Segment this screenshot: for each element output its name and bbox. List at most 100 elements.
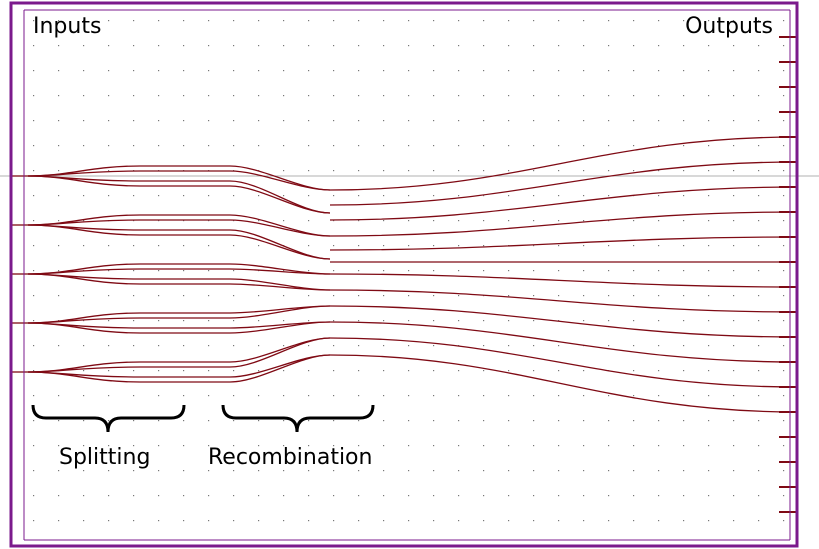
grid-dot [508, 120, 510, 122]
grid-dot [83, 445, 85, 447]
grid-dot [333, 170, 335, 172]
grid-dot [383, 370, 385, 372]
grid-dot [558, 445, 560, 447]
output-waveguide [329, 136, 798, 191]
grid-dot [133, 520, 135, 522]
grid-dot [233, 420, 235, 422]
grid-dot [83, 45, 85, 47]
grid-dot [508, 495, 510, 497]
grid-dot [358, 345, 360, 347]
grid-dot [33, 145, 35, 147]
grid-dot [233, 145, 235, 147]
grid-dot [733, 420, 735, 422]
grid-dot [633, 145, 635, 147]
grid-dot [783, 320, 785, 322]
grid-dot [783, 245, 785, 247]
waveguide-paths [12, 136, 798, 413]
grid-dot [83, 70, 85, 72]
grid-dot [608, 95, 610, 97]
grid-dot [33, 370, 35, 372]
grid-dot [458, 495, 460, 497]
grid-dot [783, 420, 785, 422]
grid-dot [333, 145, 335, 147]
grid-dot [533, 345, 535, 347]
grid-dot [583, 470, 585, 472]
grid-dot [33, 520, 35, 522]
grid-dot [508, 395, 510, 397]
grid-dot [408, 70, 410, 72]
grid-dot [758, 70, 760, 72]
grid-dot [658, 270, 660, 272]
grid-dot [633, 120, 635, 122]
grid-dot [83, 95, 85, 97]
grid-dot [658, 345, 660, 347]
grid-dot [733, 345, 735, 347]
grid-dot [483, 495, 485, 497]
grid-dot [758, 395, 760, 397]
grid-dot [483, 270, 485, 272]
grid-dot [158, 120, 160, 122]
grid-dot [33, 95, 35, 97]
grid-dot [408, 420, 410, 422]
grid-dot [758, 195, 760, 197]
grid-dot [133, 495, 135, 497]
grid-dot [333, 195, 335, 197]
recombination-path [229, 234, 331, 260]
grid-dot [608, 20, 610, 22]
grid-dot [783, 220, 785, 222]
grid-dot [433, 370, 435, 372]
grid-dot [208, 295, 210, 297]
grid-dot [183, 420, 185, 422]
grid-dot [708, 520, 710, 522]
grid-dot [358, 70, 360, 72]
grid-dot [333, 295, 335, 297]
grid-dot [783, 370, 785, 372]
grid-dot [158, 520, 160, 522]
grid-dot [308, 345, 310, 347]
grid-dot [533, 195, 535, 197]
grid-dot [408, 470, 410, 472]
grid-dot [433, 145, 435, 147]
grid-dot [458, 220, 460, 222]
grid-dot [33, 70, 35, 72]
grid-dot [208, 320, 210, 322]
grid-dot [58, 345, 60, 347]
output-waveguide [329, 273, 798, 288]
grid-dot [58, 195, 60, 197]
grid-dot [633, 370, 635, 372]
grid-dot [108, 195, 110, 197]
grid-dot [608, 70, 610, 72]
grid-dot [658, 420, 660, 422]
grid-dot [433, 445, 435, 447]
grid-dot [558, 20, 560, 22]
grid-dot [508, 445, 510, 447]
grid-dot [483, 445, 485, 447]
grid-dot [208, 445, 210, 447]
grid-dot [283, 195, 285, 197]
grid-dot [183, 145, 185, 147]
grid-dot [233, 395, 235, 397]
grid-dot [658, 495, 660, 497]
grid-dot [83, 395, 85, 397]
grid-dot [133, 270, 135, 272]
grid-dot [508, 270, 510, 272]
grid-dot [533, 245, 535, 247]
grid-dot [108, 145, 110, 147]
grid-dot [383, 420, 385, 422]
grid-dot [333, 320, 335, 322]
grid-dot [233, 445, 235, 447]
grid-dot [483, 420, 485, 422]
grid-dot [233, 195, 235, 197]
grid-dot [433, 470, 435, 472]
output-waveguide [329, 321, 798, 363]
grid-dot [333, 370, 335, 372]
grid-dot [583, 195, 585, 197]
grid-dot [758, 420, 760, 422]
grid-dot [333, 495, 335, 497]
grid-dot [658, 145, 660, 147]
grid-dot [583, 495, 585, 497]
grid-dot [583, 395, 585, 397]
grid-dot [258, 20, 260, 22]
grid-dot [133, 345, 135, 347]
recombination-brace [221, 404, 375, 433]
